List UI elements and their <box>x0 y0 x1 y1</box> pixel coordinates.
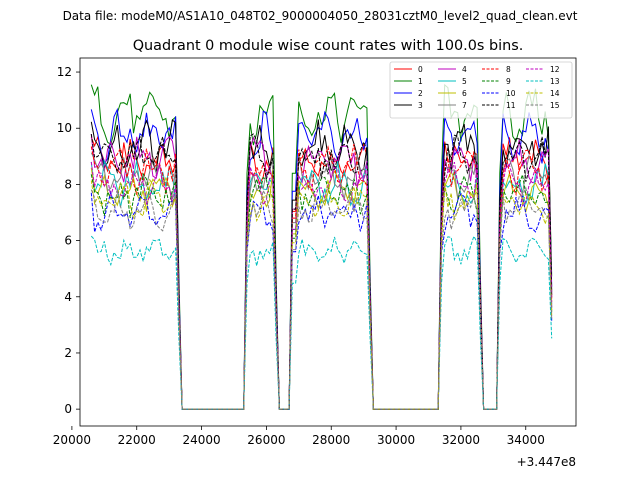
chart-title: Quadrant 0 module wise count rates with … <box>133 38 524 54</box>
y-axis: 0 2 4 6 8 10 12 <box>57 65 80 416</box>
x-tick-label: 20000 <box>53 433 91 447</box>
data-file-suptitle: Data file: modeM0/AS1A10_048T02_90000040… <box>63 9 578 23</box>
legend-label-6: 6 <box>462 89 467 98</box>
x-tick-label: 28000 <box>312 433 350 447</box>
y-tick-label: 10 <box>57 121 72 135</box>
y-tick-label: 0 <box>64 402 72 416</box>
series-line-11 <box>90 133 553 410</box>
legend-label-9: 9 <box>506 77 511 86</box>
legend-label-1: 1 <box>418 77 423 86</box>
legend-label-2: 2 <box>418 89 423 98</box>
x-tick-label: 22000 <box>118 433 156 447</box>
legend-label-15: 15 <box>550 101 560 110</box>
series-line-13 <box>90 235 553 410</box>
legend-label-4: 4 <box>462 65 467 74</box>
x-axis: 20000 22000 24000 26000 28000 30000 32000 34000 <box>53 426 545 447</box>
legend-label-11: 11 <box>506 101 516 110</box>
series-line-12 <box>90 161 553 410</box>
y-tick-label: 4 <box>64 290 72 304</box>
legend-label-3: 3 <box>418 101 423 110</box>
series-line-15 <box>90 186 553 410</box>
series-line-6 <box>90 168 553 410</box>
legend-label-7: 7 <box>462 101 467 110</box>
legend-label-12: 12 <box>550 65 560 74</box>
series-line-14 <box>90 178 553 410</box>
y-tick-label: 6 <box>64 234 72 248</box>
x-tick-label: 30000 <box>377 433 415 447</box>
legend-label-5: 5 <box>462 77 467 86</box>
series-line-8 <box>90 144 553 410</box>
legend-label-8: 8 <box>506 65 511 74</box>
y-tick-label: 12 <box>57 65 72 79</box>
legend-label-13: 13 <box>550 77 560 86</box>
x-tick-label: 24000 <box>182 433 220 447</box>
series-line-7 <box>90 152 553 410</box>
legend-label-14: 14 <box>550 89 560 98</box>
x-offset-label: +3.447e8 <box>517 455 576 469</box>
plot-series <box>90 83 553 410</box>
legend-label-0: 0 <box>418 65 423 74</box>
legend-label-10: 10 <box>506 89 516 98</box>
legend-frame <box>389 61 573 119</box>
x-tick-label: 26000 <box>247 433 285 447</box>
y-tick-label: 2 <box>64 346 72 360</box>
x-tick-label: 32000 <box>442 433 480 447</box>
series-line-2 <box>90 107 553 410</box>
y-tick-label: 8 <box>64 177 72 191</box>
plot-area-frame <box>79 57 577 427</box>
x-tick-label: 34000 <box>507 433 545 447</box>
